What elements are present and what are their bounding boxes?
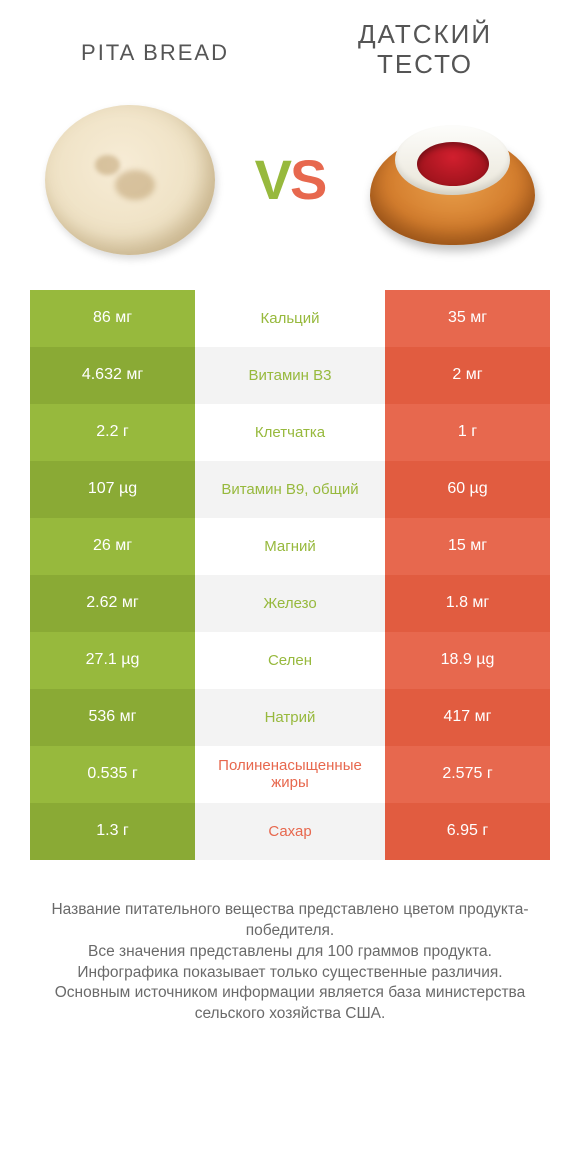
nutrient-label: Магний [195,518,385,575]
table-row: 2.62 мгЖелезо1.8 мг [30,575,550,632]
title-left: PITA BREAD [40,20,270,66]
hero-row: VS [0,90,580,290]
pita-image [35,100,225,260]
footer-notes: Название питательного вещества представл… [30,900,550,1026]
nutrient-label: Сахар [195,803,385,860]
nutrient-label: Клетчатка [195,404,385,461]
comparison-table: 86 мгКальций35 мг4.632 мгВитамин B32 мг2… [30,290,550,860]
vs-s: S [290,148,325,211]
value-left: 27.1 µg [30,632,195,689]
value-left: 4.632 мг [30,347,195,404]
value-right: 6.95 г [385,803,550,860]
vs-label: VS [255,147,326,212]
value-right: 18.9 µg [385,632,550,689]
nutrient-label: Полиненасыщенные жиры [195,746,385,803]
header: PITA BREAD ДАТСКИЙ ТЕСТО [0,0,580,90]
table-row: 0.535 гПолиненасыщенные жиры2.575 г [30,746,550,803]
nutrient-label: Кальций [195,290,385,347]
value-right: 35 мг [385,290,550,347]
value-left: 2.62 мг [30,575,195,632]
danish-image [355,100,545,260]
value-right: 1.8 мг [385,575,550,632]
value-right: 15 мг [385,518,550,575]
table-row: 107 µgВитамин B9, общий60 µg [30,461,550,518]
table-row: 1.3 гСахар6.95 г [30,803,550,860]
value-left: 1.3 г [30,803,195,860]
nutrient-label: Витамин B3 [195,347,385,404]
title-right: ДАТСКИЙ ТЕСТО [310,20,540,80]
nutrient-label: Железо [195,575,385,632]
table-row: 26 мгМагний15 мг [30,518,550,575]
value-left: 536 мг [30,689,195,746]
nutrient-label: Селен [195,632,385,689]
table-row: 4.632 мгВитамин B32 мг [30,347,550,404]
table-row: 86 мгКальций35 мг [30,290,550,347]
value-left: 2.2 г [30,404,195,461]
table-row: 536 мгНатрий417 мг [30,689,550,746]
vs-v: V [255,148,290,211]
value-left: 0.535 г [30,746,195,803]
value-left: 107 µg [30,461,195,518]
nutrient-label: Витамин B9, общий [195,461,385,518]
value-right: 2 мг [385,347,550,404]
value-right: 60 µg [385,461,550,518]
table-row: 2.2 гКлетчатка1 г [30,404,550,461]
value-right: 417 мг [385,689,550,746]
value-right: 2.575 г [385,746,550,803]
value-right: 1 г [385,404,550,461]
value-left: 86 мг [30,290,195,347]
nutrient-label: Натрий [195,689,385,746]
value-left: 26 мг [30,518,195,575]
table-row: 27.1 µgСелен18.9 µg [30,632,550,689]
